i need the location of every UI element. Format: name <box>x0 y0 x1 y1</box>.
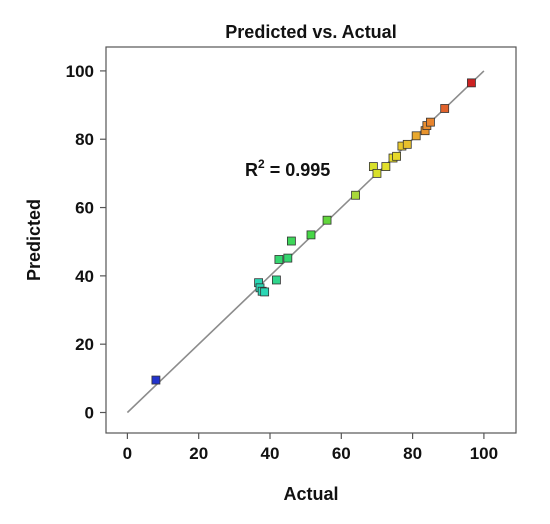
data-point <box>274 255 284 264</box>
y-tick-label: 100 <box>66 62 94 81</box>
data-point <box>260 287 270 297</box>
data-point <box>411 131 421 141</box>
y-tick-label: 20 <box>75 335 94 354</box>
x-tick-label: 80 <box>403 444 422 463</box>
data-point <box>402 139 412 149</box>
data-point <box>306 230 316 240</box>
r-squared-annotation: R2 = 0.995 <box>245 157 330 180</box>
x-tick-label: 100 <box>470 444 498 463</box>
x-axis-title: Actual <box>283 484 338 504</box>
data-point <box>286 236 296 246</box>
data-point <box>272 275 281 285</box>
data-point <box>372 168 382 178</box>
y-axis-title: Predicted <box>24 199 44 281</box>
data-point <box>381 162 391 171</box>
r-squared-sup: 2 <box>258 157 265 171</box>
y-tick-label: 0 <box>85 404 94 423</box>
r-squared-base: R <box>245 160 258 180</box>
x-ticks: 0 20 40 60 80 100 <box>123 433 498 463</box>
points-layer <box>151 78 476 385</box>
x-tick-label: 0 <box>123 444 132 463</box>
x-tick-label: 40 <box>261 444 280 463</box>
x-tick-label: 60 <box>332 444 351 463</box>
data-point <box>151 375 161 385</box>
y-ticks: 0 20 40 60 80 100 <box>66 62 106 423</box>
chart-title: Predicted vs. Actual <box>225 22 396 42</box>
y-tick-label: 60 <box>75 199 94 218</box>
x-tick-label: 20 <box>189 444 208 463</box>
y-tick-label: 80 <box>75 130 94 149</box>
r-squared-value: = 0.995 <box>265 160 331 180</box>
data-point <box>322 215 332 225</box>
data-point <box>392 151 401 161</box>
y-tick-label: 40 <box>75 267 94 286</box>
data-point <box>440 104 450 113</box>
data-point <box>283 253 293 263</box>
data-point <box>351 190 360 200</box>
data-point <box>467 78 476 88</box>
data-point <box>426 117 435 127</box>
